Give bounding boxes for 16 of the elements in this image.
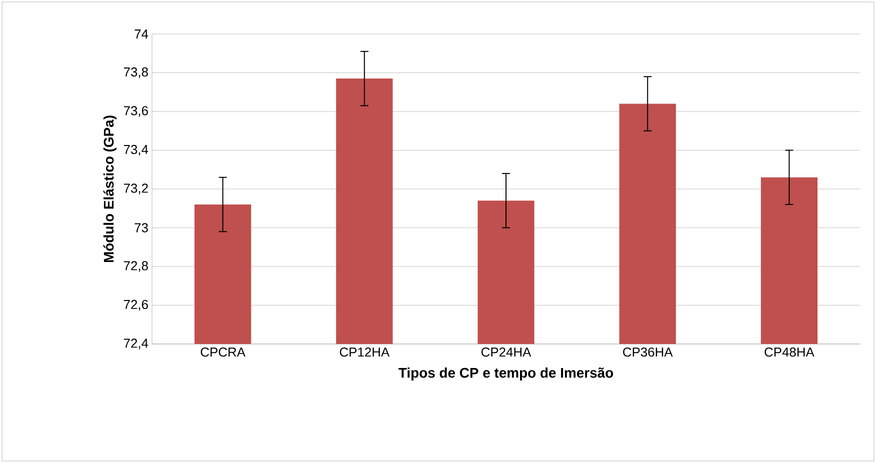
y-tick-label: 72,4	[124, 338, 148, 350]
y-tick-label: 73,6	[124, 106, 148, 117]
y-tick-label: 73,8	[124, 67, 148, 78]
y-tick-label: 74	[134, 30, 148, 38]
x-tick-label: CP12HA	[340, 348, 390, 357]
x-axis-title: Tipos de CP e tempo de Imersão	[398, 368, 614, 381]
x-tick-label: CP24HA	[481, 348, 532, 357]
y-tick-label: 72,8	[124, 261, 148, 272]
x-tick-label: CP48HA	[764, 348, 814, 357]
y-tick-label: 72,6	[124, 300, 148, 311]
x-tick-label: CP36HA	[623, 348, 673, 357]
y-axis-title: Módulo Elástico (GPa)	[103, 116, 116, 262]
y-tick-label: 73,2	[124, 184, 148, 194]
y-tick-label: 73	[134, 223, 148, 232]
x-tick-label: CPCRA	[200, 348, 246, 357]
y-tick-label: 73,4	[124, 144, 148, 156]
